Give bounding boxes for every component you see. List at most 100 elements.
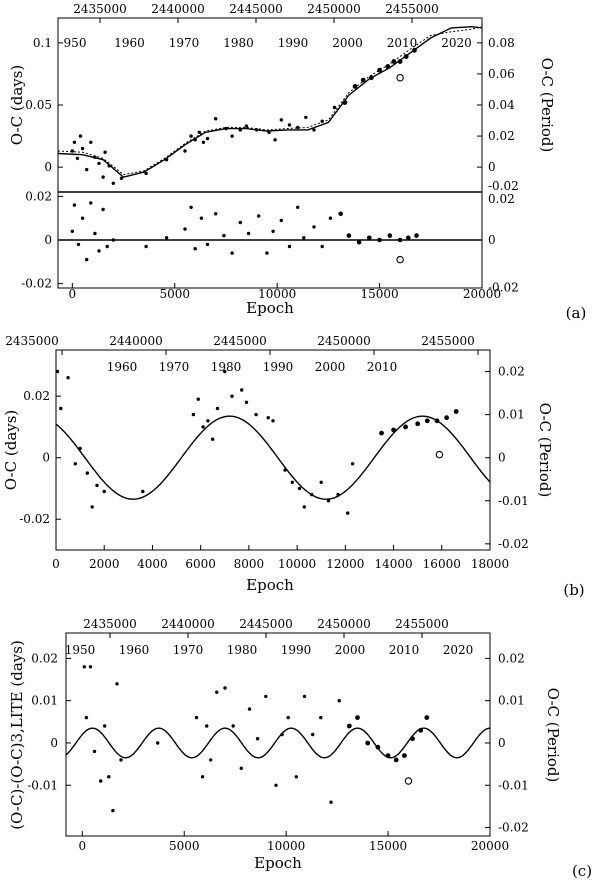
y2-tick-label: 0.02	[498, 365, 525, 379]
data-point	[200, 775, 205, 779]
x-tick-label: 8000	[234, 557, 265, 571]
top-hjd-tick-label: 2435000	[73, 2, 126, 16]
data-point	[360, 77, 366, 83]
panel-b-y2label: O-C (Period)	[536, 403, 554, 498]
panel-c-data-points	[82, 665, 430, 813]
data-point	[215, 406, 220, 411]
data-point	[55, 369, 60, 374]
data-point	[312, 128, 316, 132]
residual-y2-tick-label: -0.02	[488, 281, 519, 295]
panel-b-top-year-ticks: 1960 1970 1980 1990 2000 2010	[107, 360, 398, 374]
data-point	[191, 412, 196, 417]
data-point	[254, 412, 258, 417]
y2-tick-label: -0.01	[498, 778, 529, 792]
data-point	[434, 418, 440, 424]
top-hjd-tick-label: 2435000	[83, 617, 136, 631]
data-point	[164, 158, 169, 162]
data-point	[201, 425, 205, 429]
data-point	[377, 67, 382, 73]
data-point	[286, 715, 290, 720]
y-tick-label: -0.01	[27, 778, 58, 792]
residual-point	[205, 242, 210, 247]
data-point	[379, 430, 384, 436]
panel-a-residual-y-ticks: -0.02 0 0.02	[21, 189, 63, 291]
data-point	[95, 483, 99, 488]
residual-point	[320, 244, 324, 249]
data-point	[231, 724, 235, 728]
data-point	[255, 737, 260, 741]
y2-tick-label: 0	[488, 160, 496, 174]
y-tick-label: 0	[44, 160, 52, 174]
top-year-tick-label: 950	[64, 36, 87, 50]
residual-point	[193, 247, 197, 251]
panel-c-xlabel: Epoch	[254, 854, 302, 872]
data-point	[336, 492, 340, 497]
x-tick-label: 0	[52, 557, 60, 571]
data-point	[101, 175, 105, 179]
data-point	[319, 715, 323, 720]
data-point	[59, 406, 63, 411]
panel-a-y-ticks: 0 0.05 0.1	[25, 36, 63, 174]
top-hjd-tick-label: 2445000	[239, 617, 292, 631]
data-point	[273, 138, 277, 142]
panel-b-y2-ticks: -0.02 -0.01 0 0.01 0.02	[485, 365, 529, 551]
y2-tick-label: 0.02	[488, 129, 515, 143]
data-point	[72, 140, 77, 144]
data-point	[183, 149, 187, 153]
data-point	[402, 753, 407, 758]
residual-point	[367, 235, 372, 241]
top-year-tick-label: 1960	[114, 36, 145, 50]
data-point	[290, 480, 294, 484]
panel-a-model-dotted-line	[57, 26, 483, 176]
data-point	[346, 511, 350, 515]
panel-a-residual-points	[70, 201, 419, 264]
top-hjd-tick-label: 2445000	[229, 2, 282, 16]
y-tick-label: 0.02	[23, 389, 50, 403]
residual-point	[406, 235, 411, 241]
top-hjd-tick-label: 2440000	[161, 617, 214, 631]
top-year-tick-label: 1980	[227, 643, 258, 657]
data-point	[99, 779, 103, 783]
residual-point	[144, 244, 148, 249]
residual-y-tick-label: 0.02	[25, 189, 52, 203]
data-point	[326, 499, 331, 503]
data-point	[193, 138, 197, 142]
data-point	[412, 47, 417, 53]
data-point	[453, 409, 459, 414]
x-tick-label: 14000	[374, 557, 412, 571]
residual-point	[414, 233, 419, 238]
residual-y2-tick-label: 0.02	[488, 192, 515, 206]
data-point	[209, 758, 213, 762]
x-tick-label: 6000	[185, 557, 216, 571]
data-point	[329, 800, 333, 804]
data-point	[111, 808, 115, 813]
x-tick-label: 20000	[463, 287, 501, 301]
residual-point	[296, 205, 300, 209]
data-point	[247, 707, 252, 711]
residual-point	[105, 244, 109, 249]
residual-point	[346, 233, 352, 238]
residual-point	[89, 201, 93, 205]
data-point	[264, 694, 268, 699]
top-year-tick-label: 1970	[169, 36, 200, 50]
data-point	[311, 732, 315, 737]
data-point	[391, 59, 397, 64]
x-tick-label: 4000	[137, 557, 168, 571]
data-point	[211, 437, 215, 441]
data-point	[239, 766, 243, 770]
y2-tick-label: 0.02	[498, 651, 525, 665]
data-point	[90, 505, 94, 509]
data-point	[255, 128, 259, 132]
residual-y-tick-label: 0	[44, 233, 52, 247]
data-point	[80, 146, 85, 151]
panel-b-xlabel: Epoch	[246, 576, 294, 594]
data-point	[82, 665, 87, 669]
data-point	[97, 161, 101, 166]
data-point	[102, 489, 106, 494]
data-point	[156, 741, 160, 745]
data-point	[369, 75, 374, 81]
data-point	[244, 124, 249, 128]
y2-tick-label: 0	[498, 451, 506, 465]
panel-c-top-hjd-ticks: 2435000 2440000 2445000 2450000 2455000	[83, 617, 449, 638]
